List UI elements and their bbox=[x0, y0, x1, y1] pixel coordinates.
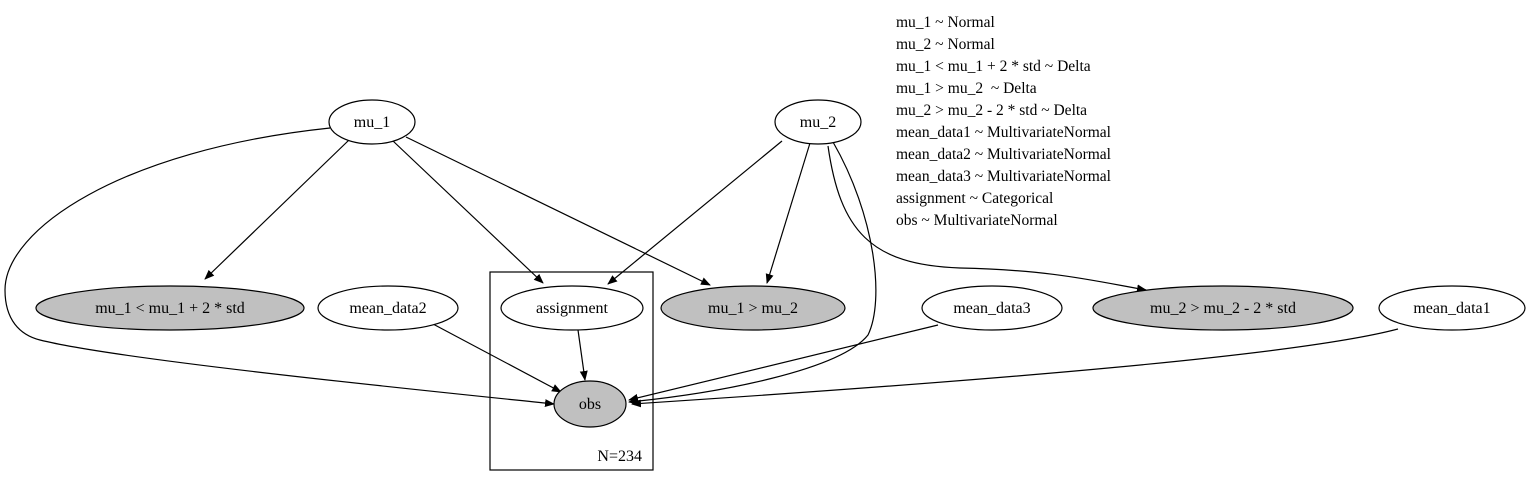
legend-line: obs ~ MultivariateNormal bbox=[896, 212, 1058, 229]
node-assignment: assignment bbox=[501, 286, 643, 330]
edges bbox=[5, 128, 1398, 404]
node-mean-data1: mean_data1 bbox=[1379, 286, 1525, 330]
legend-line: mu_1 > mu_2 ~ Delta bbox=[896, 80, 1037, 97]
edge-mu1-to-mu1-lt bbox=[205, 140, 349, 279]
legend-line: mean_data2 ~ MultivariateNormal bbox=[896, 146, 1111, 163]
svg-text:mu_2: mu_2 bbox=[800, 114, 836, 131]
legend-line: mean_data3 ~ MultivariateNormal bbox=[896, 168, 1111, 185]
svg-text:mu_1: mu_1 bbox=[354, 114, 390, 131]
svg-text:assignment: assignment bbox=[536, 300, 609, 317]
node-mu1-gt-mu2: mu_1 > mu_2 bbox=[661, 286, 845, 330]
edge-mu2-to-mu1-gt-mu2 bbox=[767, 143, 810, 283]
svg-text:mean_data1: mean_data1 bbox=[1413, 300, 1490, 317]
edge-mu2-to-obs bbox=[629, 142, 876, 402]
node-mu-2: mu_2 bbox=[775, 100, 861, 144]
svg-text:mean_data3: mean_data3 bbox=[953, 300, 1030, 317]
legend-line: mean_data1 ~ MultivariateNormal bbox=[896, 124, 1111, 141]
legend-line: mu_1 ~ Normal bbox=[896, 14, 995, 31]
edge-mean-data3-to-obs bbox=[629, 325, 938, 400]
svg-text:mu_2 > mu_2 - 2 * std: mu_2 > mu_2 - 2 * std bbox=[1150, 300, 1296, 317]
node-mean-data3: mean_data3 bbox=[922, 286, 1062, 330]
node-mu1-lt-constraint: mu_1 < mu_1 + 2 * std bbox=[36, 286, 304, 330]
distribution-legend: mu_1 ~ Normal mu_2 ~ Normal mu_1 < mu_1 … bbox=[896, 14, 1111, 229]
legend-line: assignment ~ Categorical bbox=[896, 190, 1053, 207]
node-mu2-gt-constraint: mu_2 > mu_2 - 2 * std bbox=[1093, 286, 1353, 330]
svg-text:mean_data2: mean_data2 bbox=[349, 300, 426, 317]
svg-text:mu_1 > mu_2: mu_1 > mu_2 bbox=[708, 300, 798, 317]
edge-mu1-to-assignment bbox=[393, 141, 543, 283]
legend-line: mu_1 < mu_1 + 2 * std ~ Delta bbox=[896, 58, 1091, 75]
edge-mu1-to-mu1-gt-mu2 bbox=[406, 137, 710, 285]
legend-line: mu_2 > mu_2 - 2 * std ~ Delta bbox=[896, 102, 1087, 119]
edge-mean-data2-to-obs bbox=[433, 324, 561, 392]
edge-mean-data1-to-obs bbox=[632, 329, 1398, 404]
legend-line: mu_2 ~ Normal bbox=[896, 36, 995, 53]
svg-text:obs: obs bbox=[579, 396, 601, 413]
edge-assignment-to-obs bbox=[578, 330, 585, 380]
node-mu-1: mu_1 bbox=[329, 100, 415, 144]
plate-label: N=234 bbox=[597, 448, 642, 465]
svg-text:mu_1 < mu_1 + 2 * std: mu_1 < mu_1 + 2 * std bbox=[95, 300, 245, 317]
edge-mu2-to-assignment bbox=[608, 141, 782, 284]
node-obs: obs bbox=[554, 381, 626, 427]
node-mean-data2: mean_data2 bbox=[318, 286, 458, 330]
